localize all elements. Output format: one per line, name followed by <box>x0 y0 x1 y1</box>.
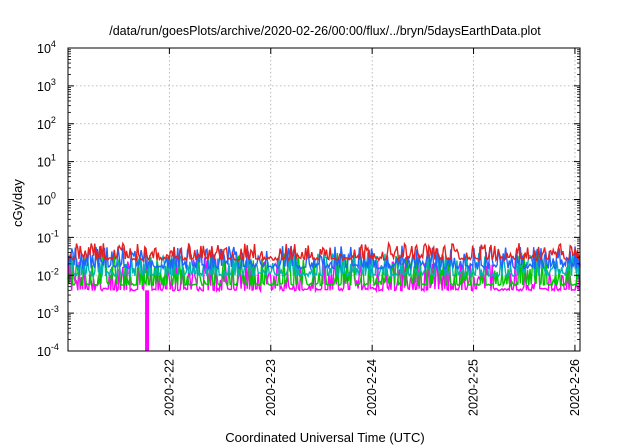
y-tick-label: 10-4 <box>37 342 59 359</box>
dropout-spike <box>145 290 150 351</box>
x-tick-label: 2020-2-25 <box>467 359 481 416</box>
y-tick-label: 10-2 <box>37 266 59 283</box>
y-axis-label: cGy/day <box>10 179 25 227</box>
y-tick-label: 100 <box>37 191 56 208</box>
x-axis: 2020-2-22 2020-2-23 2020-2-24 2020-2-25 2020… <box>162 48 582 416</box>
y-axis: 10-4 10-3 10-2 10-1 100 101 102 103 104 <box>37 39 580 359</box>
plot-series <box>67 240 581 351</box>
y-tick-label: 103 <box>37 77 56 94</box>
series-line <box>67 245 581 271</box>
x-tick-label: 2020-2-24 <box>365 359 379 416</box>
grid <box>68 48 580 351</box>
x-tick-label: 2020-2-26 <box>568 359 582 416</box>
chart-title: /data/run/goesPlots/archive/2020-02-26/0… <box>109 24 541 38</box>
x-tick-label: 2020-2-22 <box>162 359 176 416</box>
y-tick-label: 104 <box>37 39 56 56</box>
series-line <box>67 240 581 263</box>
x-axis-label: Coordinated Universal Time (UTC) <box>225 430 424 445</box>
x-tick-label: 2020-2-23 <box>264 359 278 416</box>
y-tick-label: 101 <box>37 153 56 170</box>
y-tick-label: 10-3 <box>37 304 59 321</box>
y-tick-label: 102 <box>37 115 56 132</box>
y-tick-label: 10-1 <box>37 228 59 245</box>
